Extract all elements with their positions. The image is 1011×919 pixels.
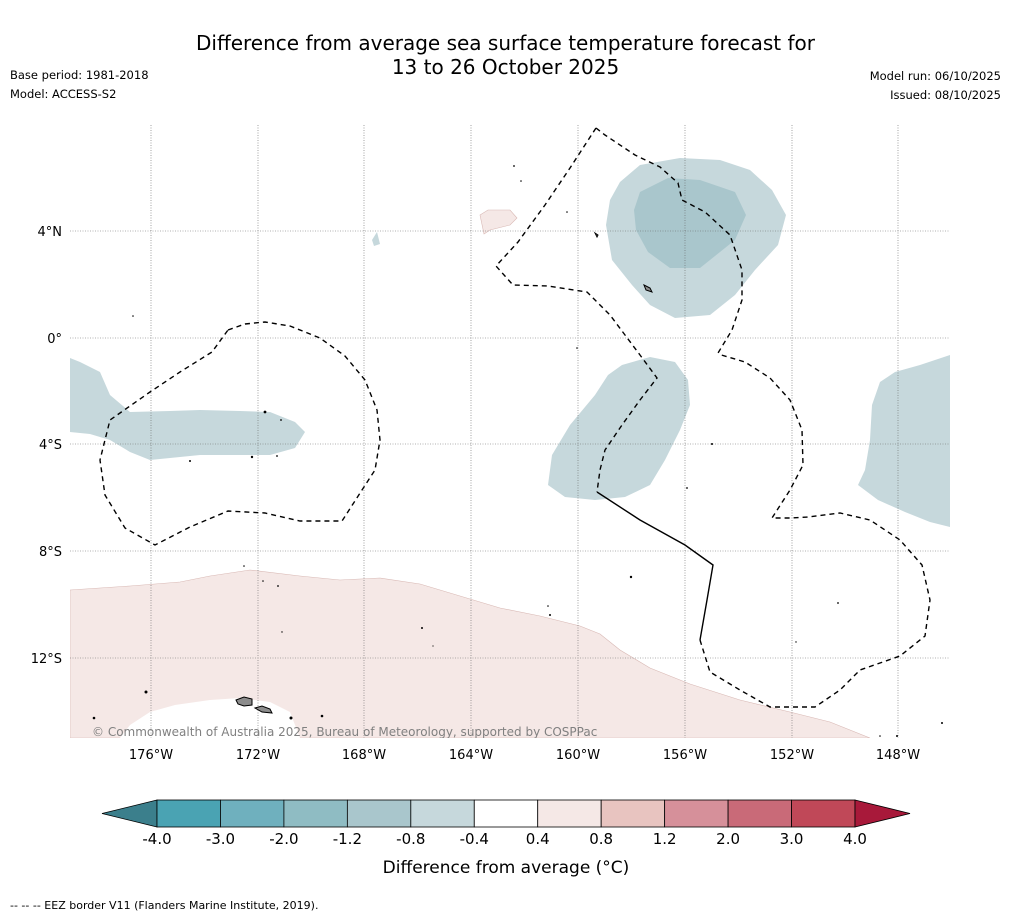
colorbar-segment	[473, 799, 539, 828]
base-period: Base period: 1981-2018	[10, 68, 149, 82]
colorbar-tick-label: 0.4	[526, 830, 550, 848]
lat-label: 0°	[47, 332, 62, 347]
lon-label: 164°W	[449, 748, 493, 763]
warm-anomaly-south	[70, 569, 871, 738]
meta-left: Base period: 1981-2018 Model: ACCESS-S2	[10, 66, 149, 104]
lon-label: 168°W	[342, 748, 386, 763]
eez-border-shared	[596, 491, 714, 641]
colorbar-ticks: -4.0 -3.0 -2.0 -1.2 -0.8 -0.4 0.4 0.8 1.2 2.0 3.0 4…	[142, 830, 867, 848]
eez-border-north	[595, 127, 743, 354]
cool-anomaly-small	[372, 232, 380, 246]
eez-borders	[99, 127, 931, 708]
map-title: Difference from average sea surface temp…	[0, 31, 1011, 79]
colorbar-tick-label: 4.0	[843, 830, 867, 848]
colorbar-segment	[664, 799, 729, 828]
colorbar-segment	[346, 799, 412, 828]
island-samoa-2	[253, 705, 273, 714]
model-name: Model: ACCESS-S2	[10, 87, 117, 101]
lon-label: 172°W	[236, 748, 280, 763]
lat-label: 4°N	[38, 225, 63, 240]
cool-anomaly-west	[70, 358, 305, 460]
eez-footnote: -- -- -- EEZ border V11 (Flanders Marine…	[10, 899, 319, 912]
title-line-1: Difference from average sea surface temp…	[195, 31, 815, 55]
lon-label: 152°W	[770, 748, 814, 763]
meta-right: Model run: 06/10/2025 Issued: 08/10/2025	[870, 67, 1001, 105]
lon-labels: 176°W 172°W 168°W 164°W 160°W 156°W 152°…	[129, 748, 920, 763]
eez-border-south	[699, 353, 931, 708]
lat-label: 12°S	[31, 652, 62, 667]
lon-label: 160°W	[556, 748, 600, 763]
colorbar-tick-label: 2.0	[716, 830, 740, 848]
colorbar-tick-label: -0.4	[460, 830, 489, 848]
model-run: Model run: 06/10/2025	[869, 69, 1001, 83]
colorbar-title: Difference from average (°C)	[383, 858, 630, 878]
colorbar-segment	[600, 799, 666, 828]
colorbar-segment	[791, 799, 856, 828]
title-line-2: 13 to 26 October 2025	[391, 55, 620, 79]
colorbar-tick-label: 3.0	[780, 830, 804, 848]
issued-date: Issued: 08/10/2025	[890, 88, 1001, 102]
colorbar	[101, 799, 911, 828]
colorbar-segment	[727, 799, 792, 828]
island-atoll-2	[593, 231, 599, 239]
colorbar-tick-label: -2.0	[269, 830, 298, 848]
colorbar-extend-low	[101, 799, 158, 828]
colorbar-tick-label: -0.8	[396, 830, 425, 848]
colorbar-tick-label: -1.2	[333, 830, 362, 848]
colorbar-segment	[537, 799, 602, 828]
graticule	[70, 125, 950, 738]
copyright-text: © Commonwealth of Australia 2025, Bureau…	[92, 725, 597, 739]
colorbar-segment	[283, 799, 348, 828]
lat-labels: 4°N 0° 4°S 8°S 12°S	[31, 225, 62, 667]
island-samoa-1	[235, 696, 253, 707]
colorbar-segment	[220, 799, 285, 828]
lat-label: 4°S	[39, 438, 62, 453]
colorbar-segment	[410, 799, 475, 828]
lon-label: 148°W	[876, 748, 920, 763]
eez-border-west	[99, 321, 381, 546]
cool-anomaly-core	[634, 178, 746, 268]
colorbar-extend-high	[854, 799, 911, 828]
colorbar-segment	[156, 799, 221, 828]
map-area: © Commonwealth of Australia 2025, Bureau…	[70, 125, 950, 739]
colorbar-tick-label: 0.8	[589, 830, 613, 848]
lat-label: 8°S	[39, 545, 62, 560]
island-atoll-1	[643, 283, 653, 293]
islets	[92, 165, 943, 737]
warm-anomaly-north	[479, 209, 518, 235]
islands	[235, 231, 653, 714]
colorbar-tick-label: -3.0	[206, 830, 235, 848]
lon-label: 156°W	[663, 748, 707, 763]
lon-label: 176°W	[129, 748, 173, 763]
colorbar-tick-label: -4.0	[142, 830, 171, 848]
cool-anomaly-east	[858, 355, 950, 527]
colorbar-tick-label: 1.2	[653, 830, 677, 848]
